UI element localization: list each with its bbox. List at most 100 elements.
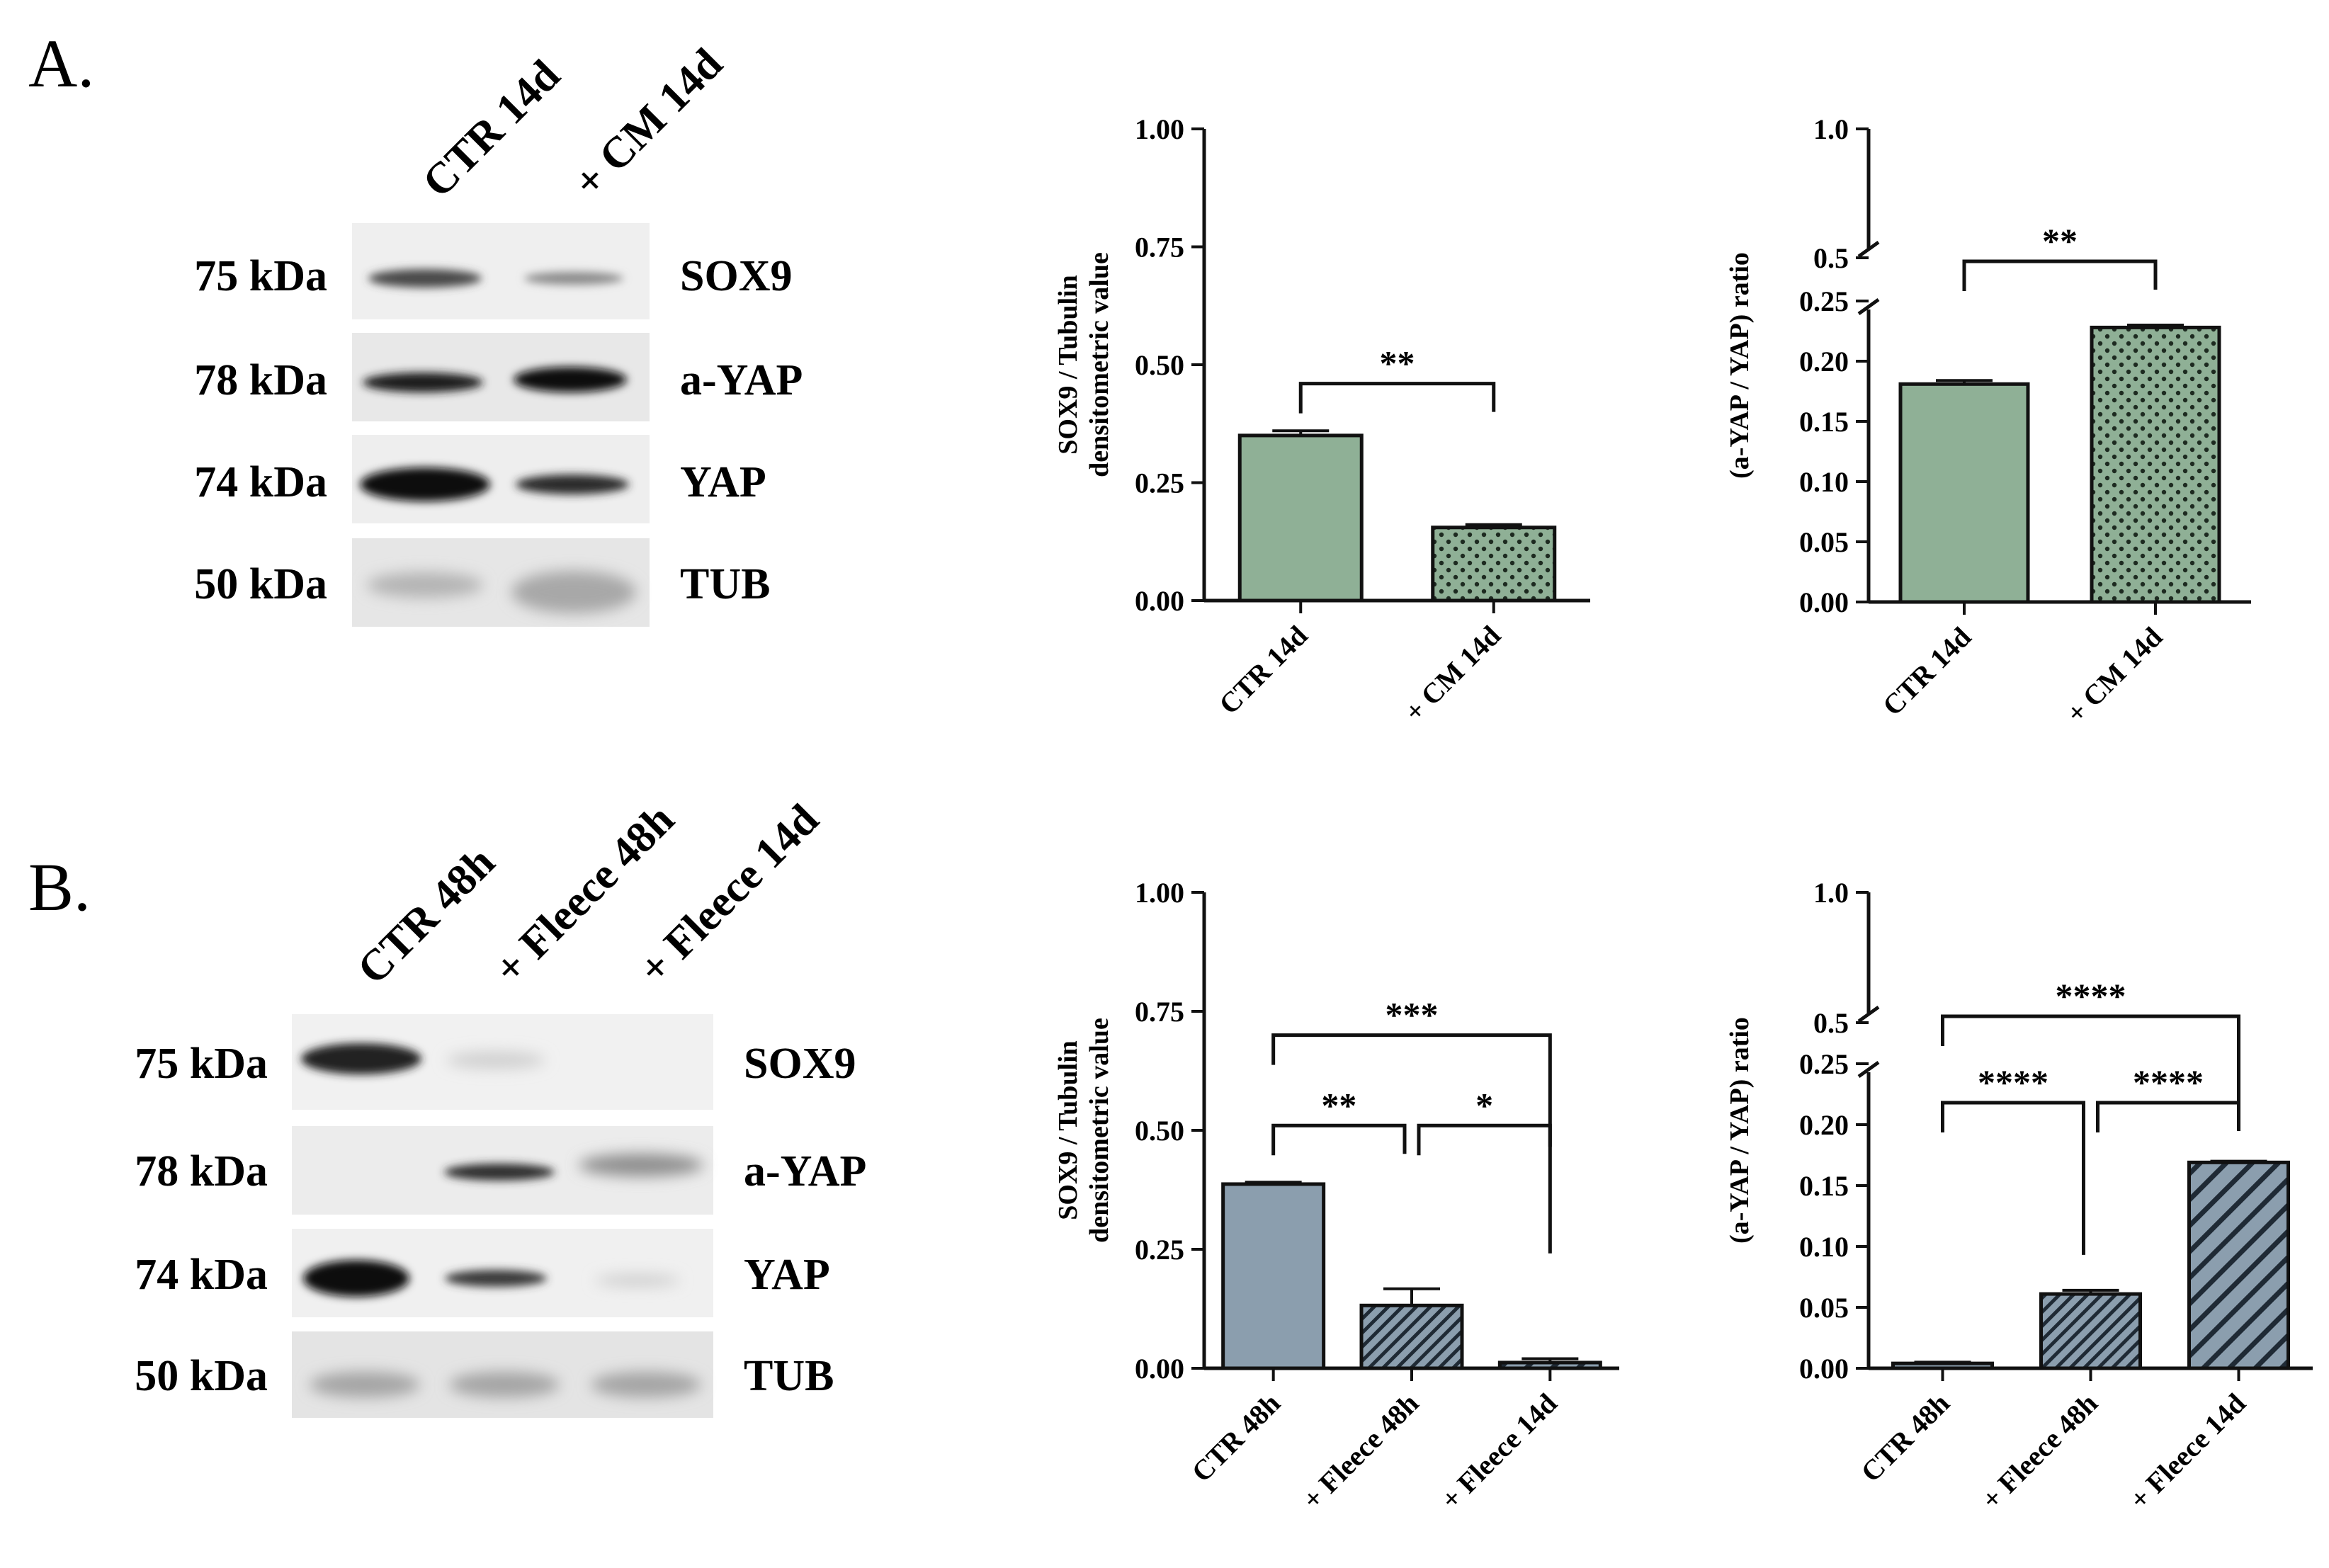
significance-bracket	[1271, 1123, 1407, 1156]
weight-label: 75 kDa	[135, 1040, 268, 1088]
blot-band	[446, 1052, 545, 1069]
y-tick-label: 0.05	[1799, 1292, 1849, 1324]
blot-band	[445, 1270, 547, 1287]
significance-bracket	[2096, 1101, 2240, 1132]
y-axis-label-line: SOX9 / Tubulin	[1053, 1040, 1083, 1220]
weight-label: 78 kDa	[194, 356, 327, 404]
x-tick-label: + CM 14d	[1398, 620, 1507, 728]
weight-label: 74 kDa	[135, 1251, 268, 1299]
western-blot-a: CTR 14d + CM 14d 75 kDa 78 kDa 74 kDa 50…	[194, 40, 803, 627]
y-axis-label-line: densitometric value	[1084, 252, 1114, 477]
significance-bracket	[1941, 1101, 2085, 1255]
blot-band	[310, 1372, 420, 1397]
x-tick-label: CTR 14d	[1213, 620, 1314, 721]
significance-label: **	[1321, 1085, 1356, 1125]
protein-label: YAP	[744, 1251, 830, 1299]
y-tick-label: 0.00	[1799, 586, 1849, 618]
bar	[1359, 1303, 1464, 1370]
bar	[1497, 1360, 1602, 1370]
chart-3: 0.00 0.25 0.50 0.75 1.00 SOX9 / Tubulindensit…	[1053, 877, 1619, 1516]
y-axis-label: (a-YAP / YAP) ratio	[1725, 252, 1755, 479]
significance-label: **	[1380, 343, 1415, 383]
blot-band	[591, 1372, 701, 1397]
y-tick-label: 0.10	[1799, 466, 1849, 498]
blot-band	[595, 1275, 680, 1286]
x-tick-label: CTR 48h	[1185, 1387, 1286, 1489]
x-tick-label: + Fleece 48h	[1296, 1387, 1424, 1516]
bar	[1431, 525, 1557, 603]
blot-band	[368, 269, 482, 288]
y-tick-label: 0.75	[1135, 996, 1184, 1028]
panel-label-b: B.	[28, 849, 91, 925]
y-tick-label: 0.20	[1799, 1109, 1849, 1141]
x-tick-label: + Fleece 48h	[1975, 1387, 2103, 1516]
blot-band	[511, 571, 636, 613]
blot-band	[303, 1260, 409, 1297]
weight-label: 75 kDa	[194, 252, 327, 300]
significance-bracket	[1962, 259, 2158, 291]
lane-label: CTR 14d	[414, 51, 570, 207]
bar	[1891, 1361, 1994, 1370]
x-tick-label: + Fleece 14d	[1434, 1387, 1563, 1516]
blot-band	[301, 1043, 421, 1074]
y-tick-label: 0.15	[1799, 1170, 1849, 1202]
y-axis-label: SOX9 / Tubulindensitometric value	[1053, 1018, 1114, 1243]
y-tick-label: 0.25	[1799, 1048, 1849, 1080]
chart-4: 0.00 0.05 0.10 0.15 0.20 0.25 0.5 1.0 (a-YAP / Y…	[1725, 877, 2313, 1516]
protein-label: TUB	[680, 560, 770, 608]
blot-band	[444, 1164, 555, 1181]
panel-label-a: A.	[28, 25, 94, 101]
weight-label: 74 kDa	[194, 458, 327, 506]
blot-band	[367, 572, 483, 598]
y-tick-label: 1.0	[1813, 877, 1849, 909]
significance-label: ***	[1386, 995, 1439, 1035]
significance-label: ****	[2133, 1062, 2204, 1102]
y-tick-label: 0.50	[1135, 349, 1184, 381]
blot-band	[579, 1154, 703, 1176]
significance-label: ****	[1978, 1062, 2048, 1102]
significance-label: **	[2042, 221, 2078, 261]
protein-label: a-YAP	[744, 1147, 866, 1195]
bar	[1237, 433, 1364, 603]
y-tick-label: 0.20	[1799, 346, 1849, 377]
significance-bracket	[1271, 1033, 1552, 1147]
y-tick-label: 0.5	[1813, 1007, 1849, 1039]
blot-band	[449, 1372, 560, 1397]
y-tick-label: 0.00	[1135, 585, 1184, 617]
blot-band	[514, 367, 627, 392]
chart-1: 0.00 0.25 0.50 0.75 1.00 SOX9 / Tubulindensit…	[1053, 113, 1590, 728]
significance-bracket	[1298, 382, 1496, 414]
weight-label: 50 kDa	[135, 1352, 268, 1400]
protein-label: a-YAP	[680, 356, 803, 404]
axis-break-mark	[1857, 1005, 1880, 1023]
x-tick-label: CTR 14d	[1876, 621, 1978, 722]
significance-bracket	[1941, 1014, 2240, 1126]
y-tick-label: 0.75	[1135, 232, 1184, 263]
y-tick-label: 0.00	[1135, 1353, 1184, 1385]
bar	[1898, 382, 2030, 604]
y-axis-label: SOX9 / Tubulindensitometric value	[1053, 252, 1114, 477]
y-tick-label: 0.05	[1799, 526, 1849, 558]
significance-label: ****	[2056, 976, 2126, 1016]
y-axis-label-line: SOX9 / Tubulin	[1053, 275, 1083, 455]
y-tick-label: 0.25	[1135, 467, 1184, 499]
x-tick-label: CTR 48h	[1854, 1387, 1956, 1489]
axis-break-mark	[1857, 1060, 1880, 1079]
blot-band	[516, 475, 629, 494]
protein-label: SOX9	[744, 1040, 856, 1088]
weight-label: 78 kDa	[135, 1147, 268, 1195]
axis-break-mark	[1857, 240, 1880, 259]
y-axis-label: (a-YAP / YAP) ratio	[1725, 1017, 1755, 1244]
y-axis-label-line: densitometric value	[1084, 1018, 1114, 1243]
y-tick-label: 1.0	[1813, 113, 1849, 145]
lane-label: + CM 14d	[565, 40, 732, 207]
y-tick-label: 1.00	[1135, 113, 1184, 145]
y-tick-label: 1.00	[1135, 877, 1184, 909]
y-tick-label: 0.5	[1813, 242, 1849, 274]
bar	[2090, 325, 2221, 604]
y-tick-label: 0.00	[1799, 1353, 1849, 1385]
y-tick-label: 0.15	[1799, 406, 1849, 438]
bar	[2039, 1292, 2142, 1370]
